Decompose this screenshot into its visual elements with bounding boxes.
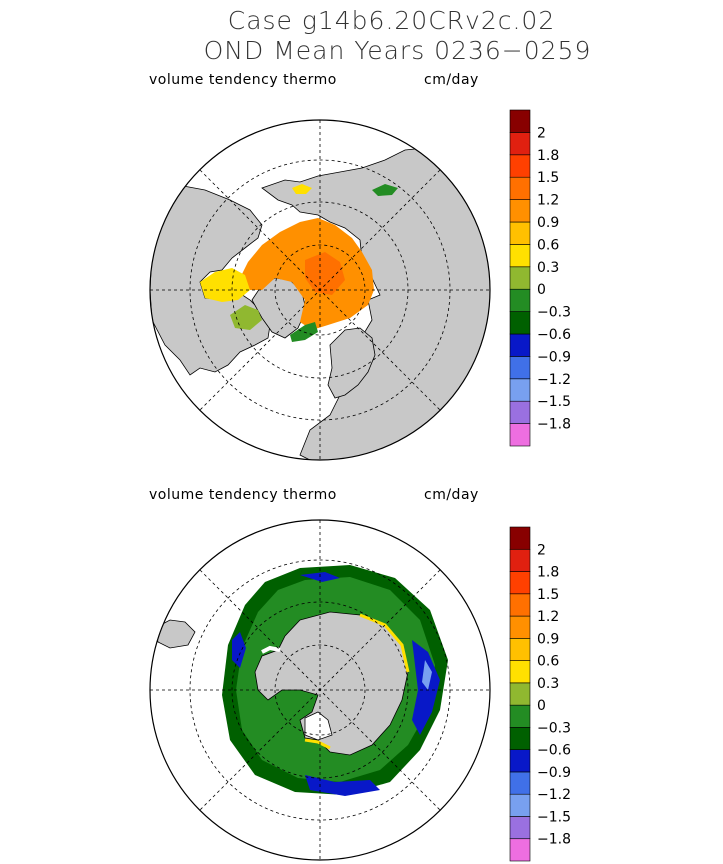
north-colorbar-cell bbox=[509, 176, 531, 200]
north-panel-variable-label: volume tendency thermo bbox=[149, 72, 337, 88]
north-colorbar-cell bbox=[509, 333, 531, 357]
south-colorbar-cell bbox=[509, 816, 531, 840]
north-colorbar-label: 1.5 bbox=[537, 170, 559, 186]
north-land-eurasia bbox=[261, 147, 490, 460]
north-colorbar: −1.8 −1.5 −1.2 −0.9 −0.6 −0.3 0 0.3 0.6 0.9 1.2 1.5… bbox=[509, 109, 571, 447]
south-colorbar-cell bbox=[509, 548, 531, 572]
south-colorbar-label: −1.8 bbox=[537, 832, 571, 848]
south-colorbar-cell bbox=[509, 727, 531, 750]
north-colorbar-label: 0.6 bbox=[537, 237, 559, 253]
north-colorbar-cell bbox=[509, 378, 531, 402]
north-ice-green-kara bbox=[372, 184, 398, 196]
north-colorbar-label: 0.3 bbox=[537, 260, 559, 276]
south-panel-unit-label: cm/day bbox=[424, 487, 479, 503]
south-colorbar-cell bbox=[509, 660, 531, 684]
south-colorbar-cell bbox=[509, 771, 531, 795]
north-ice-yellow bbox=[200, 268, 250, 302]
south-polar-map bbox=[149, 519, 491, 861]
south-colorbar-label: −0.3 bbox=[537, 720, 571, 736]
south-colorbar-label: 0 bbox=[537, 698, 546, 714]
north-colorbar-label: −0.9 bbox=[537, 349, 571, 365]
south-colorbar-cell bbox=[509, 526, 531, 550]
north-colorbar-label: −1.8 bbox=[537, 417, 571, 433]
south-colorbar-label: −0.9 bbox=[537, 765, 571, 781]
north-colorbar-label: 1.8 bbox=[537, 148, 559, 164]
north-colorbar-label: 0.9 bbox=[537, 215, 559, 231]
south-colorbar-label: 0.6 bbox=[537, 654, 559, 670]
south-colorbar-label: −1.5 bbox=[537, 809, 571, 825]
north-colorbar-cell bbox=[509, 244, 531, 268]
south-ice-blue-east bbox=[412, 640, 440, 735]
south-ice-lightblue bbox=[422, 660, 432, 690]
south-panel-variable-label: volume tendency thermo bbox=[149, 487, 337, 503]
south-ross-shelf bbox=[304, 711, 333, 741]
north-colorbar-label: −0.3 bbox=[537, 305, 571, 321]
south-colorbar-label: 2 bbox=[537, 542, 546, 558]
north-colorbar-cell bbox=[509, 288, 531, 312]
south-graticule bbox=[150, 520, 490, 860]
south-colorbar-cell bbox=[509, 704, 531, 728]
south-colorbar-cell bbox=[509, 571, 531, 595]
north-panel-unit-label: cm/day bbox=[424, 72, 479, 88]
south-colorbar-cell bbox=[509, 838, 531, 862]
south-colorbar-label: 1.8 bbox=[537, 565, 559, 581]
north-graticule bbox=[150, 120, 490, 460]
north-colorbar-label: −0.6 bbox=[537, 327, 571, 343]
north-colorbar-label: −1.2 bbox=[537, 372, 571, 388]
north-land-scandinavia bbox=[327, 327, 376, 399]
south-land-south-america bbox=[154, 619, 196, 649]
south-ice-blue-ross bbox=[305, 775, 380, 796]
south-colorbar: −1.8 −1.5 −1.2 −0.9 −0.6 −0.3 0 0.3 0.6 0.9 1.2 1.5… bbox=[509, 526, 571, 862]
north-ice-darkorange bbox=[305, 252, 345, 295]
north-ice-lightgreen bbox=[230, 305, 262, 330]
south-colorbar-cell bbox=[509, 793, 531, 817]
south-map-border bbox=[149, 519, 491, 861]
south-ice-coastal-white bbox=[261, 645, 281, 654]
north-colorbar-label: 1.2 bbox=[537, 193, 559, 209]
north-colorbar-cell bbox=[509, 311, 531, 335]
south-ice-blue-west bbox=[232, 632, 246, 668]
north-colorbar-cell bbox=[509, 221, 531, 245]
north-colorbar-cell bbox=[509, 154, 531, 178]
south-ice-coastal-yellow2 bbox=[304, 738, 331, 750]
north-colorbar-cell bbox=[509, 199, 531, 223]
south-colorbar-label: 0.3 bbox=[537, 676, 559, 692]
north-colorbar-cell bbox=[509, 266, 531, 290]
north-colorbar-label: 2 bbox=[537, 125, 546, 141]
north-colorbar-label: −1.5 bbox=[537, 394, 571, 410]
south-colorbar-cell bbox=[509, 593, 531, 617]
south-colorbar-cell bbox=[509, 638, 531, 661]
figure-title-line2: OND Mean Years 0236−0259 bbox=[203, 36, 592, 65]
north-ice-yellow-kara bbox=[292, 184, 312, 194]
south-colorbar-label: 1.2 bbox=[537, 609, 559, 625]
south-colorbar-label: −0.6 bbox=[537, 743, 571, 759]
south-colorbar-cell bbox=[509, 749, 531, 773]
north-map-border bbox=[149, 119, 491, 461]
south-colorbar-cell bbox=[509, 615, 531, 639]
north-colorbar-cell bbox=[509, 356, 531, 380]
south-colorbar-cell bbox=[509, 682, 531, 706]
north-colorbar-cell bbox=[509, 423, 531, 447]
north-colorbar-cell bbox=[509, 132, 531, 156]
figure-title-line1: Case g14b6.20CRv2c.02 bbox=[227, 6, 556, 35]
south-colorbar-label: −1.2 bbox=[537, 787, 571, 803]
north-colorbar-label: 0 bbox=[537, 282, 546, 298]
north-colorbar-cell bbox=[509, 400, 531, 424]
south-colorbar-label: 1.5 bbox=[537, 587, 559, 603]
north-polar-map bbox=[149, 119, 491, 461]
south-ice-coastal-yellow bbox=[359, 613, 410, 673]
north-colorbar-cell bbox=[509, 109, 531, 133]
south-colorbar-label: 0.9 bbox=[537, 631, 559, 647]
